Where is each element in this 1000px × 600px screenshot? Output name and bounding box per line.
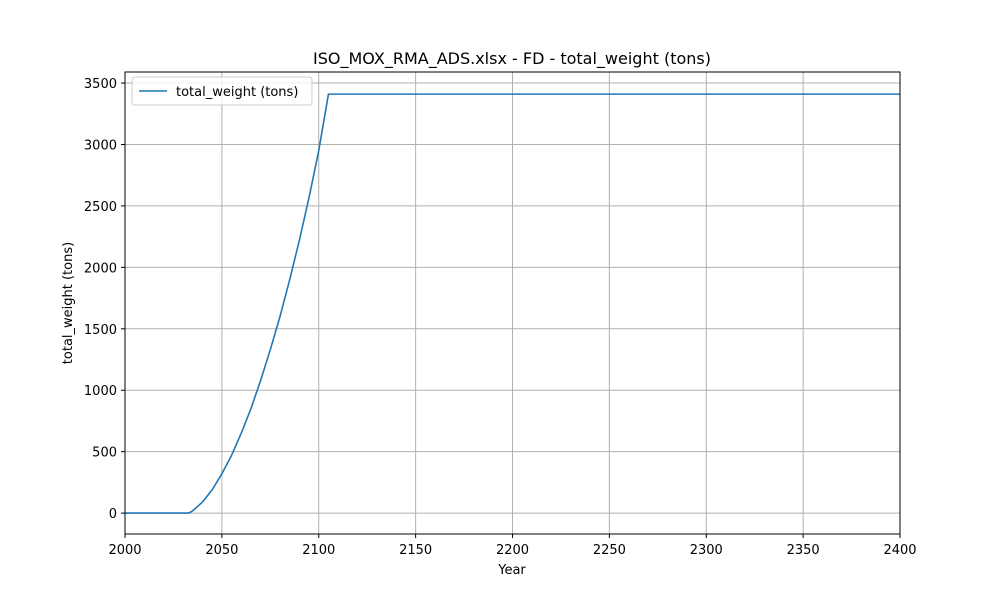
x-tick-label: 2300	[690, 543, 723, 558]
x-tick-label: 2400	[883, 543, 916, 558]
legend: total_weight (tons)	[131, 76, 313, 106]
y-tick-label: 3500	[84, 77, 117, 92]
x-tick-label: 2350	[787, 543, 820, 558]
y-tick-label: 2500	[84, 200, 117, 215]
series-line	[125, 93, 900, 514]
x-tick-label: 2100	[302, 543, 335, 558]
y-tick-label: 0	[109, 507, 117, 522]
x-axis-label: Year	[497, 563, 526, 578]
x-tick-label: 2200	[496, 543, 529, 558]
series-layer	[125, 93, 900, 514]
y-tick-label: 3000	[84, 138, 117, 153]
legend-box	[131, 76, 313, 106]
x-tick-label: 2250	[593, 543, 626, 558]
y-tick-label: 1000	[84, 384, 117, 399]
chart-title: ISO_MOX_RMA_ADS.xlsx - FD - total_weight…	[313, 49, 711, 69]
x-tick-label: 2150	[399, 543, 432, 558]
x-tick-label: 2000	[108, 543, 141, 558]
y-tick-label: 1500	[84, 323, 117, 338]
y-tick-label: 500	[92, 446, 117, 461]
y-tick-label: 2000	[84, 261, 117, 276]
x-tick-label: 2050	[205, 543, 238, 558]
legend-label: total_weight (tons)	[176, 85, 298, 100]
y-axis: 0 500 1000 1500 2000 2500 3000 3500	[84, 77, 125, 522]
y-axis-label: total_weight (tons)	[61, 242, 76, 364]
x-axis: 2000 2050 2100 2150 2200 2250 2300 2350 2400	[108, 534, 917, 558]
